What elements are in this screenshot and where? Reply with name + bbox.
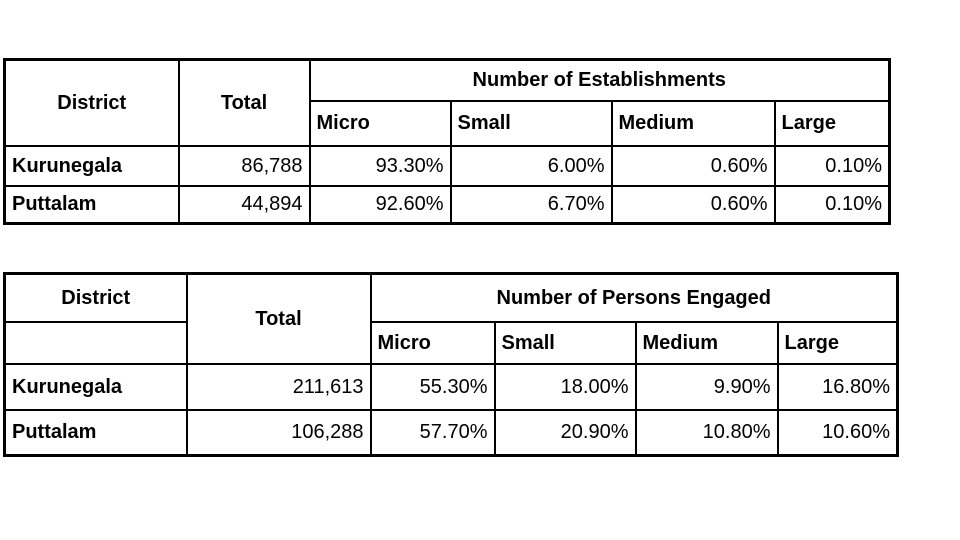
total-cell: 106,288	[185, 408, 372, 457]
district-cell: Puttalam	[3, 408, 188, 457]
table-row: Puttalam 44,894 92.60% 6.70% 0.60% 0.10%	[3, 184, 891, 225]
subheader-micro: Micro	[369, 320, 496, 365]
value-cell-large: 0.10%	[773, 184, 891, 225]
district-cell: Kurunegala	[3, 362, 188, 411]
value-cell-micro: 93.30%	[308, 144, 452, 187]
persons-engaged-table: District Total Number of Persons Engaged…	[3, 272, 899, 457]
subheader-micro: Micro	[308, 99, 452, 147]
total-header: Total	[185, 272, 372, 365]
subheader-small: Small	[493, 320, 637, 365]
district-header-empty	[3, 320, 188, 365]
table-header-row-1: District Total Number of Establishments	[3, 58, 891, 147]
total-cell: 44,894	[177, 184, 311, 225]
district-header: District	[3, 272, 188, 323]
value-cell-medium: 0.60%	[610, 144, 776, 187]
subheader-large: Large	[773, 99, 891, 147]
table-header-row-1: District Total Number of Persons Engaged	[3, 272, 899, 365]
value-cell-large: 10.60%	[776, 408, 899, 457]
value-cell-small: 18.00%	[493, 362, 637, 411]
table-header-row-2: Micro Small Medium Large	[5, 99, 891, 147]
value-cell-large: 16.80%	[776, 362, 899, 411]
value-cell-micro: 92.60%	[308, 184, 452, 225]
subheader-large: Large	[776, 320, 899, 365]
value-cell-micro: 57.70%	[369, 408, 496, 457]
table-header-row-2: Micro Small Medium Large	[3, 320, 899, 365]
district-cell: Puttalam	[3, 184, 180, 225]
value-cell-large: 0.10%	[773, 144, 891, 187]
total-cell: 211,613	[185, 362, 372, 411]
group-header: Number of Persons Engaged	[369, 272, 899, 323]
value-cell-micro: 55.30%	[369, 362, 496, 411]
table-row: Kurunegala 211,613 55.30% 18.00% 9.90% 1…	[3, 362, 899, 411]
value-cell-medium: 0.60%	[610, 184, 776, 225]
value-cell-medium: 10.80%	[634, 408, 779, 457]
subheader-medium: Medium	[634, 320, 779, 365]
subheader-medium: Medium	[610, 99, 776, 147]
total-cell: 86,788	[177, 144, 311, 187]
table-row: Puttalam 106,288 57.70% 20.90% 10.80% 10…	[3, 408, 899, 457]
total-header: Total	[177, 58, 311, 147]
district-header: District	[3, 58, 180, 147]
establishments-table: District Total Number of Establishments …	[3, 58, 891, 225]
group-header: Number of Establishments	[308, 58, 891, 102]
district-cell: Kurunegala	[3, 144, 180, 187]
subheader-small: Small	[449, 99, 613, 147]
value-cell-small: 6.70%	[449, 184, 613, 225]
table-row: Kurunegala 86,788 93.30% 6.00% 0.60% 0.1…	[3, 144, 891, 187]
value-cell-small: 6.00%	[449, 144, 613, 187]
value-cell-small: 20.90%	[493, 408, 637, 457]
value-cell-medium: 9.90%	[634, 362, 779, 411]
